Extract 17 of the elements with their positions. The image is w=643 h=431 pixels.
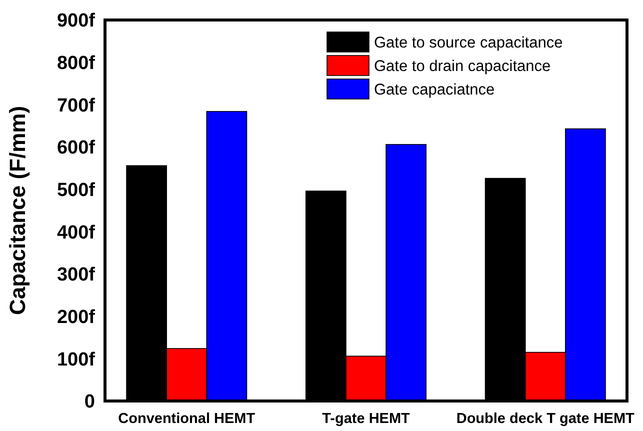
y-tick-label: 900f: [56, 10, 96, 32]
x-tick-label: Double deck T gate HEMT: [456, 411, 635, 427]
y-tick-label: 0: [84, 392, 95, 413]
y-tick-label: 800f: [56, 52, 96, 74]
y-tick-label: 700f: [56, 95, 96, 116]
y-tick-label: 300f: [56, 264, 96, 286]
legend-label: Gate to source capacitance: [374, 34, 563, 52]
y-axis-title: Capacitance (F/mm): [5, 106, 30, 316]
y-tick-label: 500f: [56, 180, 96, 201]
legend-label: Gate capaciatnce: [374, 81, 495, 98]
y-tick-label: 200f: [56, 306, 96, 328]
y-tick-label: 400f: [56, 222, 96, 244]
y-tick-label: 600f: [56, 138, 96, 159]
x-tick-label: Conventional HEMT: [118, 411, 256, 427]
y-tick-label: 100f: [56, 349, 96, 370]
x-tick-label: T-gate HEMT: [322, 411, 410, 427]
legend-label: Gate to drain capacitance: [374, 58, 551, 75]
